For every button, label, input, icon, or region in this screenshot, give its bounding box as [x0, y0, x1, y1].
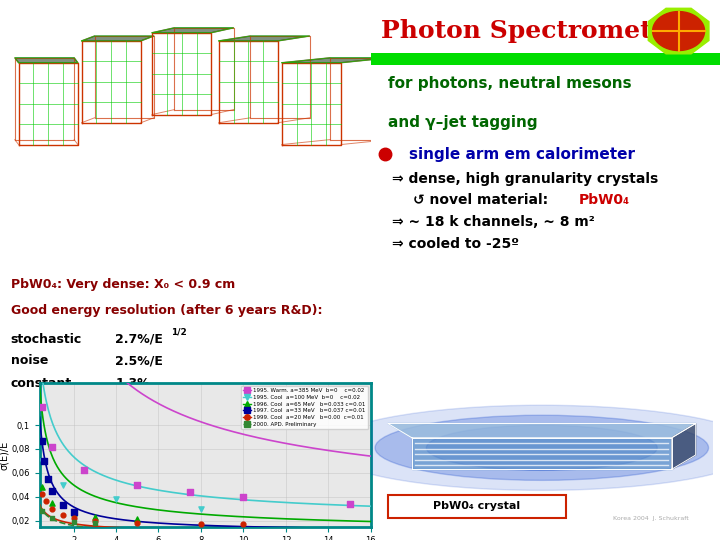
- Point: [238, 492, 249, 501]
- Point: [47, 504, 58, 513]
- Text: 2.7%/E: 2.7%/E: [115, 333, 163, 346]
- Point: [68, 508, 79, 516]
- Point: [42, 475, 54, 483]
- Ellipse shape: [375, 415, 708, 481]
- Point: [57, 501, 68, 509]
- Text: single arm em calorimeter: single arm em calorimeter: [409, 146, 635, 161]
- Point: [57, 481, 68, 489]
- Point: [344, 500, 356, 508]
- Polygon shape: [282, 58, 390, 63]
- Polygon shape: [388, 423, 696, 438]
- Text: PbW0₄ crystal: PbW0₄ crystal: [433, 502, 521, 511]
- Text: Good energy resolution (after 6 years R&D):: Good energy resolution (after 6 years R&…: [11, 305, 323, 318]
- Text: constant: constant: [11, 377, 72, 390]
- Polygon shape: [648, 8, 709, 54]
- Point: [132, 518, 143, 527]
- Text: ↺ novel material:: ↺ novel material:: [413, 193, 557, 207]
- Point: [89, 518, 101, 527]
- Text: noise: noise: [11, 354, 48, 367]
- Point: [36, 436, 48, 445]
- Ellipse shape: [324, 405, 720, 490]
- Ellipse shape: [426, 426, 657, 470]
- Polygon shape: [412, 438, 672, 469]
- Text: Korea 2004  J. Schukraft: Korea 2004 J. Schukraft: [613, 516, 689, 521]
- Text: 1/2: 1/2: [171, 327, 186, 336]
- Point: [40, 497, 52, 506]
- Point: [89, 516, 101, 525]
- Text: PbW0₄: PbW0₄: [579, 193, 630, 207]
- Bar: [371, 53, 720, 65]
- Polygon shape: [15, 58, 78, 63]
- Point: [47, 498, 58, 507]
- Text: 2.5%/E: 2.5%/E: [115, 354, 163, 367]
- Point: [132, 515, 143, 524]
- Point: [89, 512, 101, 521]
- Text: ⇒ cooled to -25º: ⇒ cooled to -25º: [392, 237, 518, 251]
- Point: [38, 457, 50, 465]
- Legend: 1995. Warm. a=385 MeV  b=0    c=0.02, 1995. Cool  a=100 MeV  b=0    c=0.02, 1996: 1995. Warm. a=385 MeV b=0 c=0.02, 1995. …: [240, 386, 368, 429]
- Polygon shape: [81, 36, 154, 41]
- Point: [78, 466, 90, 475]
- Point: [195, 504, 207, 513]
- Point: [36, 490, 48, 498]
- Text: ⇒ dense, high granularity crystals: ⇒ dense, high granularity crystals: [392, 172, 658, 186]
- Point: [57, 510, 68, 519]
- Point: [184, 488, 196, 496]
- Text: Photon Spectrometer: Photon Spectrometer: [382, 19, 681, 43]
- Bar: [388, 495, 566, 518]
- Text: ⇒ ~ 18 k channels, ~ 8 m²: ⇒ ~ 18 k channels, ~ 8 m²: [392, 215, 595, 230]
- Y-axis label: σ(E)/E: σ(E)/E: [0, 440, 9, 470]
- Point: [68, 509, 79, 518]
- Text: and γ–jet tagging: and γ–jet tagging: [388, 114, 538, 130]
- Polygon shape: [219, 36, 310, 41]
- Point: [36, 507, 48, 515]
- Point: [195, 520, 207, 529]
- Point: [238, 520, 249, 529]
- Point: [110, 495, 122, 503]
- Point: [36, 483, 48, 491]
- Point: [47, 442, 58, 451]
- Text: PbW0₄: Very dense: X₀ < 0.9 cm: PbW0₄: Very dense: X₀ < 0.9 cm: [11, 279, 235, 292]
- Polygon shape: [652, 11, 705, 51]
- Point: [68, 514, 79, 523]
- Polygon shape: [672, 423, 696, 469]
- Point: [68, 517, 79, 526]
- Point: [47, 514, 58, 523]
- Text: stochastic: stochastic: [11, 333, 82, 346]
- Point: [47, 487, 58, 495]
- Text: for photons, neutral mesons: for photons, neutral mesons: [388, 76, 632, 91]
- Point: [36, 403, 48, 411]
- Point: [36, 457, 48, 465]
- Point: [132, 481, 143, 489]
- Polygon shape: [152, 28, 233, 33]
- Text: 1.3%: 1.3%: [115, 377, 150, 390]
